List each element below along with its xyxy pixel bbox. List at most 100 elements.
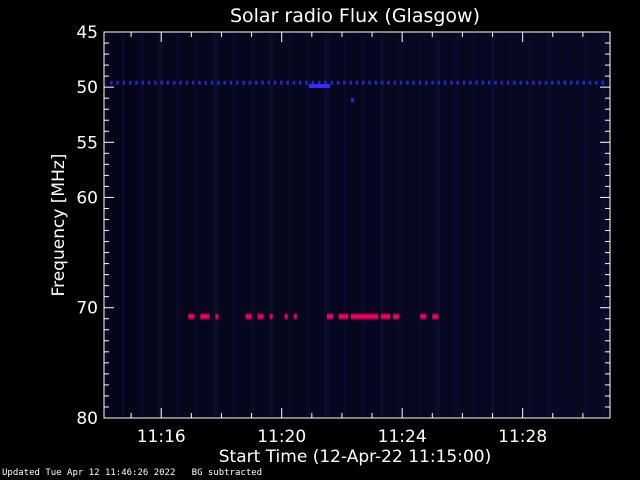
noise-stripe <box>567 34 568 416</box>
noise-stripe <box>142 34 143 416</box>
band-segment <box>128 80 132 85</box>
band-segment <box>563 80 567 85</box>
signal-features <box>110 80 604 103</box>
noise-stripe <box>585 34 586 416</box>
noise-stripe <box>326 34 327 416</box>
band-segment <box>462 80 466 85</box>
noise-stripe <box>272 34 273 416</box>
band-segment <box>349 80 352 85</box>
noise-stripe <box>327 34 328 416</box>
band-segment <box>538 80 541 85</box>
band-segment <box>204 80 208 85</box>
noise-stripe <box>252 34 253 416</box>
burst-core <box>245 315 252 318</box>
x-axis: 11:16 11:20 11:24 11:28 <box>130 32 584 447</box>
burst-core <box>284 315 288 318</box>
y-tick-label: 50 <box>76 78 98 98</box>
noise-stripe <box>309 34 310 416</box>
noise-stripe <box>419 34 420 416</box>
noise-stripe <box>291 34 292 416</box>
noise-stripe <box>345 34 346 416</box>
noise-stripe <box>213 34 214 416</box>
band-segment <box>557 80 560 85</box>
band-segment <box>506 80 510 85</box>
noise-stripe <box>121 34 122 416</box>
noise-stripe <box>161 34 162 416</box>
band-segment <box>425 80 428 85</box>
noise-stripe <box>568 34 569 416</box>
burst-core <box>188 315 195 318</box>
noise-stripe <box>584 34 585 416</box>
burst-core <box>350 315 379 318</box>
band-segment <box>475 80 478 85</box>
y-tick-label: 60 <box>76 188 98 208</box>
band-segment <box>267 80 271 85</box>
noise-stripe <box>472 34 473 416</box>
band-segment <box>601 80 604 85</box>
noise-stripe <box>197 34 198 416</box>
noise-stripe <box>139 34 140 416</box>
noise-stripe <box>587 34 588 416</box>
noise-stripe <box>531 34 532 416</box>
noise-stripe <box>178 34 179 416</box>
burst-core <box>420 315 427 318</box>
noise-stripe <box>530 34 531 416</box>
x-tick-label: 11:16 <box>137 427 186 447</box>
noise-stripe <box>436 34 437 416</box>
band-segment <box>481 80 485 85</box>
band-segment <box>443 80 447 85</box>
noise-stripe <box>325 34 326 416</box>
band-segment <box>179 80 182 85</box>
noise-stripe <box>308 34 309 416</box>
noise-stripe <box>233 34 234 416</box>
noise-stripe <box>491 34 492 416</box>
band-segment <box>135 80 138 85</box>
band-segment <box>500 80 504 85</box>
noise-stripe <box>306 34 307 416</box>
y-axis: 45 50 55 60 70 80 <box>76 23 610 429</box>
noise-stripe <box>343 34 344 416</box>
band-segment <box>431 80 434 85</box>
band-segment <box>330 80 334 85</box>
noise-stripe <box>140 34 141 416</box>
noise-stripe <box>549 34 550 416</box>
feature-mark <box>350 98 354 103</box>
band-segment <box>387 80 390 85</box>
band-segment <box>248 80 252 85</box>
y-tick-label: 55 <box>76 133 98 153</box>
noise-stripe <box>402 34 403 416</box>
noise-stripe <box>417 34 418 416</box>
radio-bursts <box>188 313 439 320</box>
band-segment <box>576 80 579 85</box>
noise-stripe <box>475 34 476 416</box>
noise-stripe <box>195 34 196 416</box>
noise-stripe <box>602 34 603 416</box>
band-segment <box>242 80 245 85</box>
noise-stripe <box>307 34 308 416</box>
noise-stripe <box>513 34 514 416</box>
noise-stripe <box>456 34 457 416</box>
noise-stripe <box>492 34 493 416</box>
noise-stripe <box>401 34 402 416</box>
y-tick-label: 45 <box>76 23 98 43</box>
noise-stripe <box>251 34 252 416</box>
noise-stripe <box>457 34 458 416</box>
noise-stripe <box>418 34 419 416</box>
noise-stripe <box>141 34 142 416</box>
band-segment <box>116 80 119 85</box>
noise-stripe <box>177 34 178 416</box>
noise-stripe <box>510 34 511 416</box>
noise-stripe <box>565 34 566 416</box>
noise-stripe <box>476 34 477 416</box>
noise-stripe <box>216 34 217 416</box>
noise-stripe <box>529 34 530 416</box>
band-segment <box>582 80 586 85</box>
band-segment <box>456 80 460 85</box>
band-segment <box>336 80 340 85</box>
noise-stripe <box>290 34 291 416</box>
chart-title: Solar radio Flux (Glasgow) <box>230 5 480 27</box>
band-segment <box>544 80 548 85</box>
band-segment <box>374 80 378 85</box>
noise-stripe <box>398 34 399 416</box>
noise-stripe <box>566 34 567 416</box>
